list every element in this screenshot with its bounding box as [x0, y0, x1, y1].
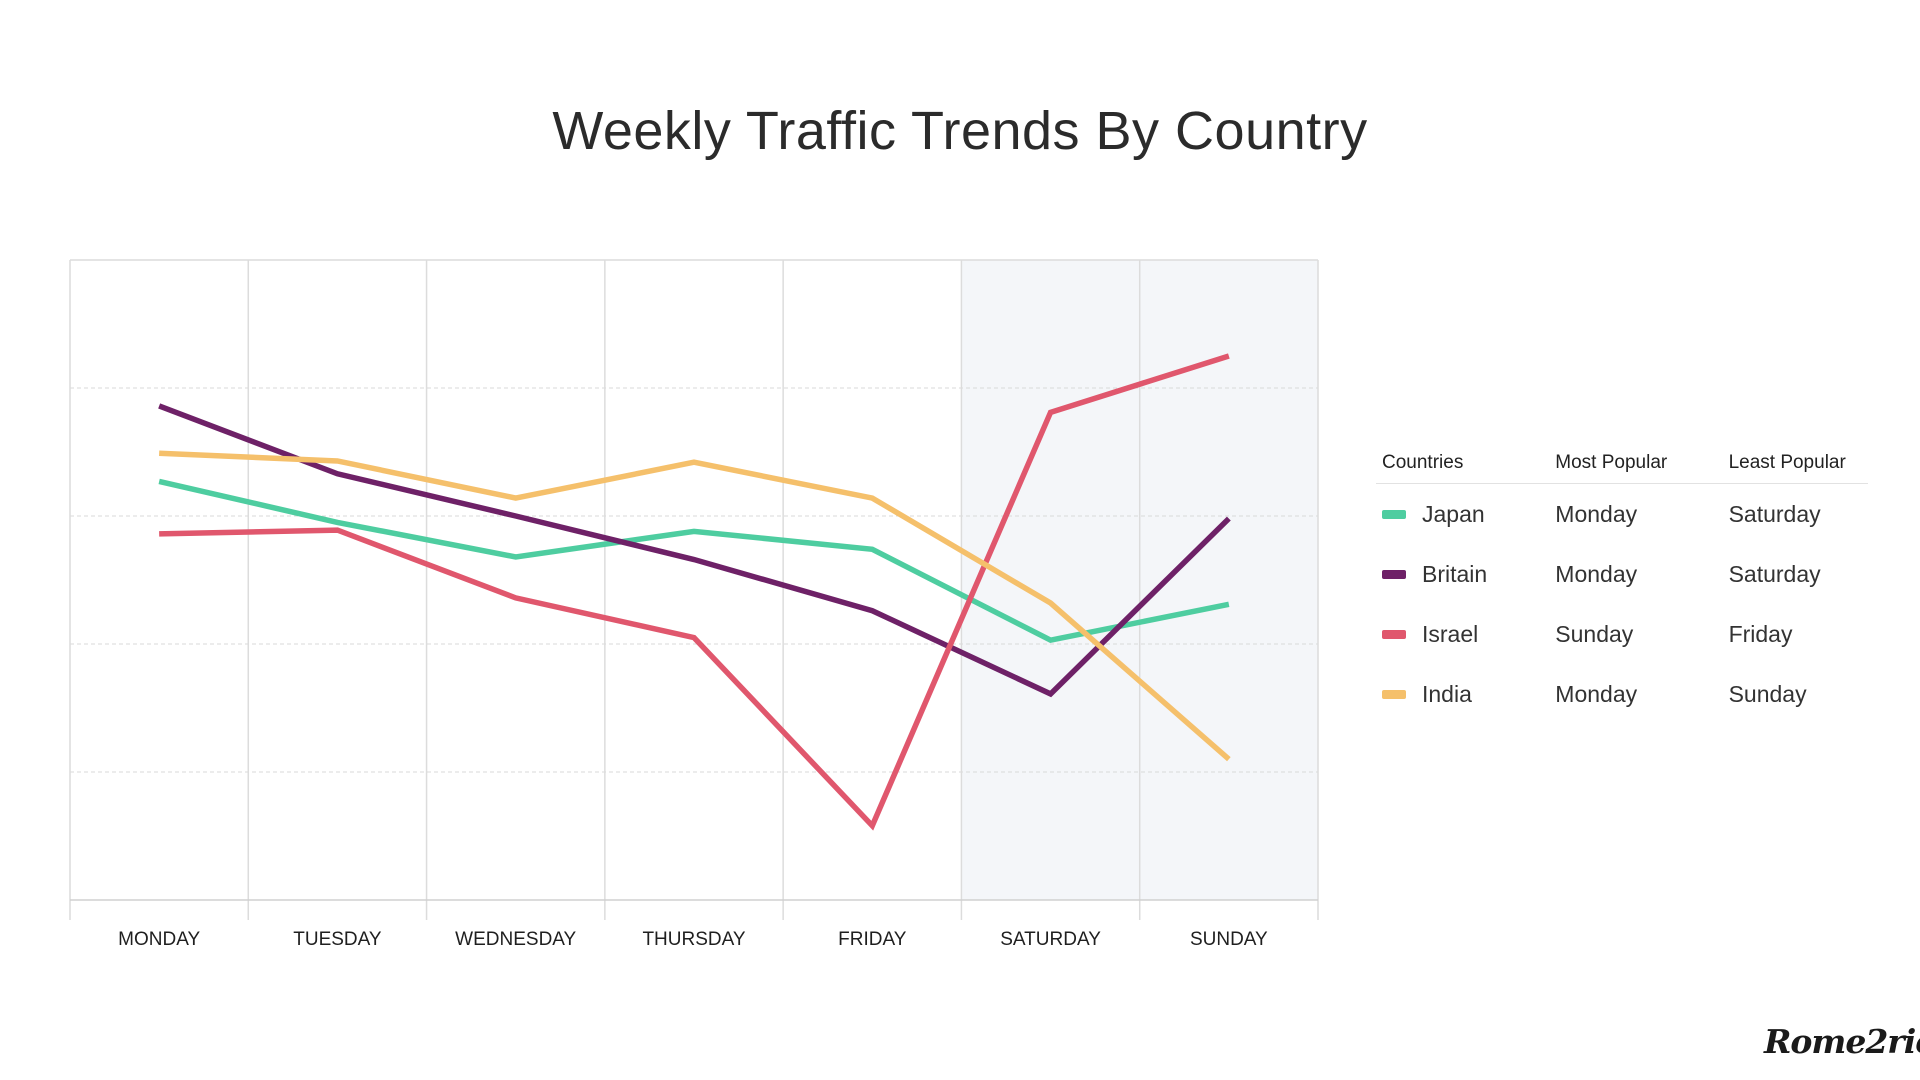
x-tick-label: SATURDAY: [1000, 929, 1101, 950]
x-tick-label: MONDAY: [118, 929, 200, 950]
legend-most-popular: Monday: [1555, 500, 1638, 527]
legend-country-name: Israel: [1422, 620, 1479, 647]
legend-country: Japan: [1376, 501, 1555, 528]
legend-most-popular: Monday: [1555, 680, 1638, 707]
legend-row: Israel Sunday Friday: [1376, 604, 1868, 664]
legend-country-name: Japan: [1422, 500, 1485, 527]
x-axis: MONDAY TUESDAY WEDNESDAY THURSDAY FRIDAY SATU…: [70, 899, 1318, 950]
x-tick-label: TUESDAY: [293, 929, 382, 950]
legend-swatch: [1382, 569, 1406, 579]
x-tick-label: WEDNESDAY: [455, 929, 576, 950]
legend-row: India Monday Sunday: [1376, 664, 1868, 724]
legend-least-popular: Friday: [1728, 620, 1793, 647]
legend-most-popular: Sunday: [1555, 620, 1634, 647]
legend-row: Britain Monday Saturday: [1376, 544, 1868, 604]
x-tick-label: SUNDAY: [1190, 929, 1268, 950]
legend-country: Britain: [1376, 561, 1555, 588]
legend-rows: Japan Monday Saturday Britain Monday Saturday…: [1376, 484, 1868, 724]
x-tick-label: FRIDAY: [838, 929, 907, 950]
series-line-israel: [159, 353, 1230, 831]
legend-least-popular: Saturday: [1728, 560, 1821, 587]
legend-header-most-popular: Most Popular: [1555, 452, 1668, 473]
legend-table: Countries Most Popular Least Popular Jap…: [1376, 443, 1868, 724]
grid: [69, 259, 1319, 920]
legend-header-least-popular: Least Popular: [1728, 452, 1846, 473]
series-line-japan: [158, 478, 1230, 644]
legend-country: Israel: [1376, 621, 1555, 648]
legend-most-popular: Monday: [1555, 560, 1638, 587]
legend-header-countries: Countries: [1382, 452, 1464, 473]
series-lines: [158, 353, 1231, 831]
series-line-india: [159, 450, 1231, 762]
legend-swatch: [1382, 509, 1406, 519]
legend-header-row: Countries Most Popular Least Popular: [1376, 443, 1868, 484]
rome2rio-logo: Rome2rio: [1764, 1022, 1920, 1061]
legend-row: Japan Monday Saturday: [1376, 484, 1868, 544]
legend-country-name: Britain: [1422, 560, 1488, 587]
legend-country: India: [1376, 681, 1555, 708]
x-tick-label: THURSDAY: [642, 929, 745, 950]
legend-country-name: India: [1422, 680, 1472, 707]
legend-swatch: [1382, 629, 1406, 639]
series-line-britain: [158, 403, 1231, 698]
legend-swatch: [1382, 689, 1406, 699]
chart-title: Weekly Traffic Trends By Country: [552, 101, 1368, 161]
legend-least-popular: Saturday: [1728, 500, 1821, 527]
legend-least-popular: Sunday: [1728, 680, 1807, 707]
